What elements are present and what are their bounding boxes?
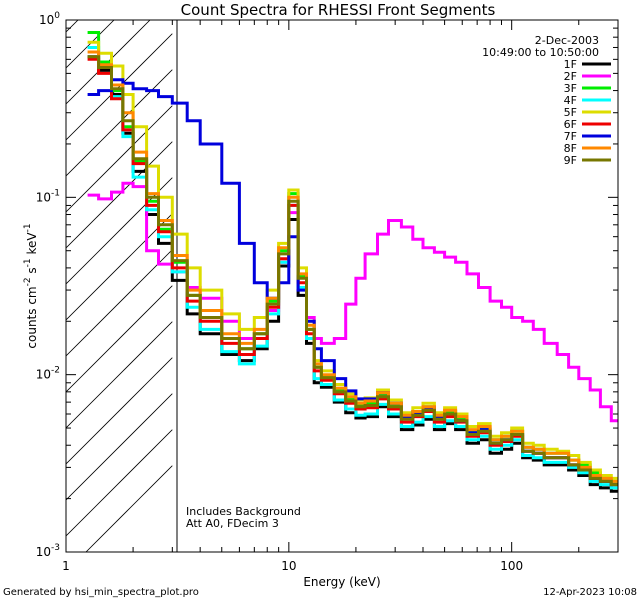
legend-label-5F: 5F	[564, 106, 577, 119]
y-tick-base: 10	[36, 545, 51, 559]
hatch-line	[66, 429, 173, 537]
legend-label-1F: 1F	[564, 58, 577, 71]
hatch-line	[66, 177, 173, 285]
legend-label-4F: 4F	[564, 94, 577, 107]
hatch-line	[66, 321, 173, 429]
series-line-9F	[87, 55, 618, 487]
y-tick-exp: 0	[54, 11, 60, 21]
hatch-line	[66, 105, 173, 213]
series-line-7F	[87, 78, 618, 487]
series-line-6F	[87, 57, 618, 487]
date-label: 2-Dec-2003	[535, 34, 599, 47]
hatch-line	[85, 465, 173, 552]
hatch-line	[66, 141, 173, 249]
series-line-4F	[87, 46, 618, 490]
hatch-line	[66, 393, 173, 501]
annotation-attenuator: Att A0, FDecim 3	[186, 517, 279, 530]
y-axis-label: counts cm-2 s-1 keV-1	[23, 223, 39, 348]
y-tick-exp: -3	[51, 543, 60, 553]
y-tick-exp: -1	[51, 188, 60, 198]
hatch-line	[66, 33, 173, 141]
legend-label-2F: 2F	[564, 70, 577, 83]
hatch-line	[66, 249, 173, 357]
y-tick-label: 100	[39, 11, 60, 27]
series-line-1F	[87, 55, 618, 493]
legend-label-6F: 6F	[564, 118, 577, 131]
legend-label-8F: 8F	[564, 142, 577, 155]
x-tick-label: 100	[500, 559, 523, 573]
hatch-line	[66, 20, 151, 105]
y-tick-label: 10-2	[36, 366, 60, 382]
hatch-line	[66, 213, 173, 321]
x-axis-label: Energy (keV)	[303, 575, 380, 589]
legend-label-3F: 3F	[564, 82, 577, 95]
timestamp-label: 12-Apr-2023 10:08	[543, 587, 637, 598]
hatch-line	[66, 20, 115, 69]
generated-by-label: Generated by hsi_min_spectra_plot.pro	[3, 587, 199, 598]
y-tick-base: 10	[36, 190, 51, 204]
hatch-line	[66, 357, 173, 465]
y-tick-label: 10-3	[36, 543, 60, 559]
y-label-part: counts cm	[25, 286, 39, 348]
chart-title: Count Spectra for RHESSI Front Segments	[181, 1, 496, 19]
y-label-part: keV	[25, 232, 39, 259]
hatch-line	[66, 20, 79, 33]
legend-label-7F: 7F	[564, 130, 577, 143]
y-tick-base: 10	[36, 368, 51, 382]
x-tick-label: 10	[281, 559, 296, 573]
y-tick-label: 10-1	[36, 188, 60, 204]
hatch-line	[66, 69, 173, 177]
plot-frame	[65, 19, 619, 553]
time-range-label: 10:49:00 to 10:50:00	[482, 46, 599, 59]
y-label-exp: -1	[23, 258, 33, 267]
hatch-region	[66, 20, 178, 552]
y-label-exp: -2	[23, 277, 33, 286]
annotation-background: Includes Background	[186, 505, 301, 518]
y-label-part: s	[25, 267, 39, 277]
y-tick-exp: -2	[51, 366, 60, 376]
series-layer	[87, 31, 618, 493]
y-tick-base: 10	[39, 13, 54, 27]
legend-label-9F: 9F	[564, 154, 577, 167]
x-tick-label: 1	[62, 559, 70, 573]
hatch-line	[66, 285, 173, 393]
series-line-8F	[87, 50, 618, 483]
y-label-exp: -1	[23, 223, 33, 232]
